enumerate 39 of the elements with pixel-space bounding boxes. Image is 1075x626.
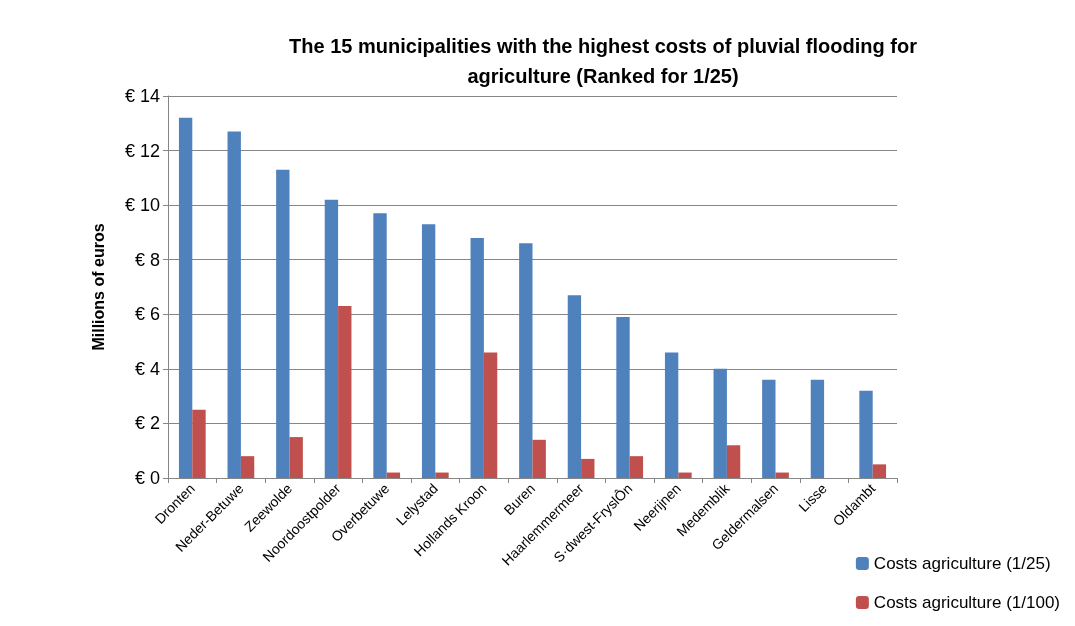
bar <box>435 472 449 478</box>
bar <box>872 464 887 478</box>
bar <box>762 379 776 478</box>
bar <box>567 295 582 478</box>
bar <box>713 368 727 478</box>
y-tick-label: € 4 <box>134 358 160 379</box>
bar <box>483 352 498 478</box>
bar <box>289 437 303 478</box>
bar <box>324 199 339 478</box>
bar <box>678 472 692 478</box>
bar <box>532 439 546 478</box>
bar <box>192 409 206 478</box>
chart-title: The 15 municipalities with the highest costs of pluvial flooding for agriculture (Ranked for 1/25) <box>289 35 918 87</box>
y-tick-label: € 8 <box>134 249 160 270</box>
legend-label: Costs agriculture (1/25) <box>873 554 1051 573</box>
bar <box>227 131 241 478</box>
bar <box>726 445 741 478</box>
bar <box>276 169 290 478</box>
bar <box>664 352 679 478</box>
bar <box>421 224 436 478</box>
y-axis-title: Millions of euros <box>89 223 107 351</box>
bar <box>859 390 873 478</box>
y-tick-label: € 6 <box>134 304 160 325</box>
bar <box>240 456 255 478</box>
bar <box>373 213 387 478</box>
bar <box>810 379 825 478</box>
legend-label: Costs agriculture (1/100) <box>873 593 1060 612</box>
bar <box>616 317 630 478</box>
bar <box>581 458 595 478</box>
y-tick-label: € 12 <box>124 140 160 161</box>
bar <box>338 306 352 478</box>
bar <box>470 237 484 478</box>
y-tick-label: € 2 <box>134 413 160 434</box>
y-tick-label: € 14 <box>124 86 160 106</box>
bar <box>629 456 644 478</box>
y-tick-label: € 10 <box>124 195 160 216</box>
bar <box>519 243 533 478</box>
y-tick-label: € 0 <box>134 468 160 488</box>
bar <box>178 117 193 478</box>
